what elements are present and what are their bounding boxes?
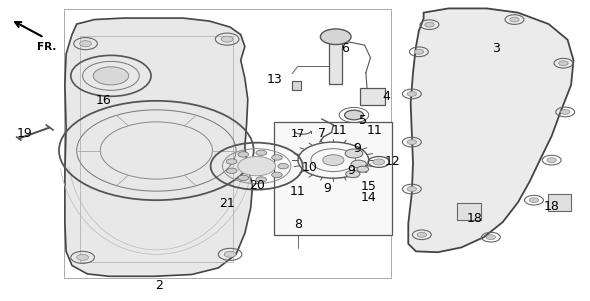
Bar xyxy=(457,203,481,220)
Text: 8: 8 xyxy=(294,218,302,231)
Text: 2: 2 xyxy=(155,279,163,293)
Text: 15: 15 xyxy=(361,180,376,193)
Circle shape xyxy=(425,22,434,27)
Text: 11: 11 xyxy=(290,185,306,198)
Circle shape xyxy=(560,110,570,114)
Circle shape xyxy=(407,140,417,144)
Text: 12: 12 xyxy=(385,154,400,168)
Circle shape xyxy=(227,168,237,173)
Circle shape xyxy=(320,29,351,45)
Text: 13: 13 xyxy=(267,73,282,86)
Bar xyxy=(360,88,385,105)
Text: 6: 6 xyxy=(341,42,349,55)
Circle shape xyxy=(227,159,237,164)
Circle shape xyxy=(357,166,369,172)
Circle shape xyxy=(529,198,539,203)
Circle shape xyxy=(414,49,424,54)
Text: 18: 18 xyxy=(544,200,559,213)
Circle shape xyxy=(407,187,417,191)
Text: 9: 9 xyxy=(353,142,361,156)
Text: 4: 4 xyxy=(382,90,391,103)
Circle shape xyxy=(221,36,233,42)
Text: 16: 16 xyxy=(96,94,111,107)
Text: 11: 11 xyxy=(332,124,347,138)
Bar xyxy=(292,81,301,90)
Circle shape xyxy=(373,159,385,165)
Circle shape xyxy=(407,92,417,96)
Circle shape xyxy=(278,163,289,169)
FancyBboxPatch shape xyxy=(274,122,392,235)
Text: 9: 9 xyxy=(347,163,355,177)
Circle shape xyxy=(224,251,236,257)
Circle shape xyxy=(547,158,556,163)
Polygon shape xyxy=(408,8,573,252)
Circle shape xyxy=(271,155,282,160)
Text: 7: 7 xyxy=(317,127,326,141)
Circle shape xyxy=(238,157,276,176)
Circle shape xyxy=(345,149,363,158)
Circle shape xyxy=(351,160,366,168)
Text: 14: 14 xyxy=(361,191,376,204)
Text: 5: 5 xyxy=(359,114,367,127)
Text: 17: 17 xyxy=(291,129,305,139)
Text: 21: 21 xyxy=(219,197,235,210)
Circle shape xyxy=(271,172,282,178)
Text: 9: 9 xyxy=(323,182,332,195)
Text: 10: 10 xyxy=(302,160,317,174)
Polygon shape xyxy=(65,18,253,276)
Circle shape xyxy=(346,170,360,178)
Circle shape xyxy=(417,232,427,237)
Circle shape xyxy=(510,17,519,22)
Circle shape xyxy=(93,67,129,85)
Text: 11: 11 xyxy=(367,124,382,138)
Circle shape xyxy=(559,61,568,66)
Text: 19: 19 xyxy=(17,127,32,141)
Circle shape xyxy=(486,235,496,240)
Text: FR.: FR. xyxy=(37,42,56,51)
Circle shape xyxy=(80,41,91,47)
Text: 3: 3 xyxy=(491,42,500,55)
Circle shape xyxy=(323,155,344,166)
Bar xyxy=(548,194,571,211)
Text: 18: 18 xyxy=(467,212,483,225)
Circle shape xyxy=(77,254,88,260)
Circle shape xyxy=(238,152,249,157)
Bar xyxy=(329,41,342,84)
Circle shape xyxy=(345,110,363,120)
Circle shape xyxy=(256,177,267,182)
Circle shape xyxy=(238,175,249,181)
Circle shape xyxy=(256,150,267,156)
Text: 20: 20 xyxy=(249,178,264,192)
